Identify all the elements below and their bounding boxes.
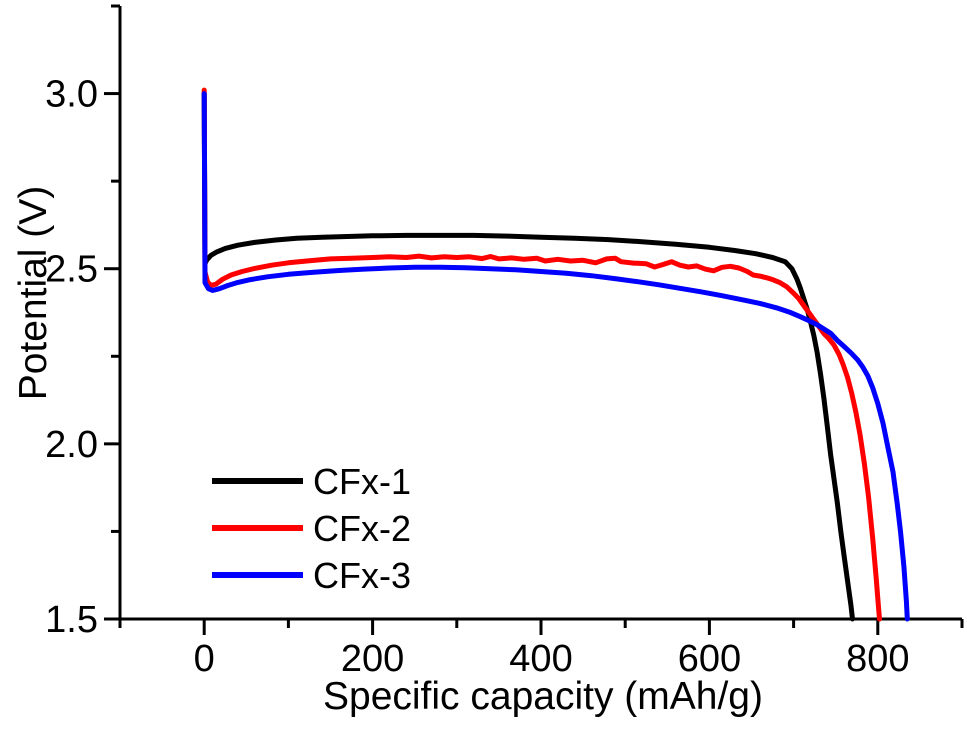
- x-tick-label: 0: [194, 638, 215, 680]
- legend-label-cfx-3: CFx-3: [313, 555, 411, 596]
- legend-item-cfx-1: CFx-1: [212, 461, 411, 502]
- x-axis-title: Specific capacity (mAh/g): [323, 675, 763, 718]
- legend-item-cfx-3: CFx-3: [212, 555, 411, 596]
- x-tick-label: 600: [678, 638, 741, 680]
- y-tick-label: 2.0: [45, 424, 98, 466]
- legend-item-cfx-2: CFx-2: [212, 508, 411, 549]
- y-tick-label: 2.5: [45, 249, 98, 291]
- y-tick-label: 1.5: [45, 599, 98, 641]
- axes-layer: 0 200 400 600 800 1.5 2.0 2.5 3.0: [45, 4, 964, 680]
- legend: CFx-1 CFx-2 CFx-3: [212, 461, 411, 596]
- y-axis-title: Potential (V): [12, 186, 55, 401]
- series-line-cfx-1: [201, 91, 855, 622]
- x-tick-label: 400: [509, 638, 572, 680]
- x-tick-label: 800: [846, 638, 909, 680]
- series-layer: [201, 87, 910, 622]
- legend-label-cfx-2: CFx-2: [313, 508, 411, 549]
- series-line-cfx-3: [201, 91, 910, 622]
- series-line-cfx-2: [201, 87, 882, 622]
- legend-label-cfx-1: CFx-1: [313, 461, 411, 502]
- y-tick-label: 3.0: [45, 74, 98, 116]
- x-tick-label: 200: [341, 638, 404, 680]
